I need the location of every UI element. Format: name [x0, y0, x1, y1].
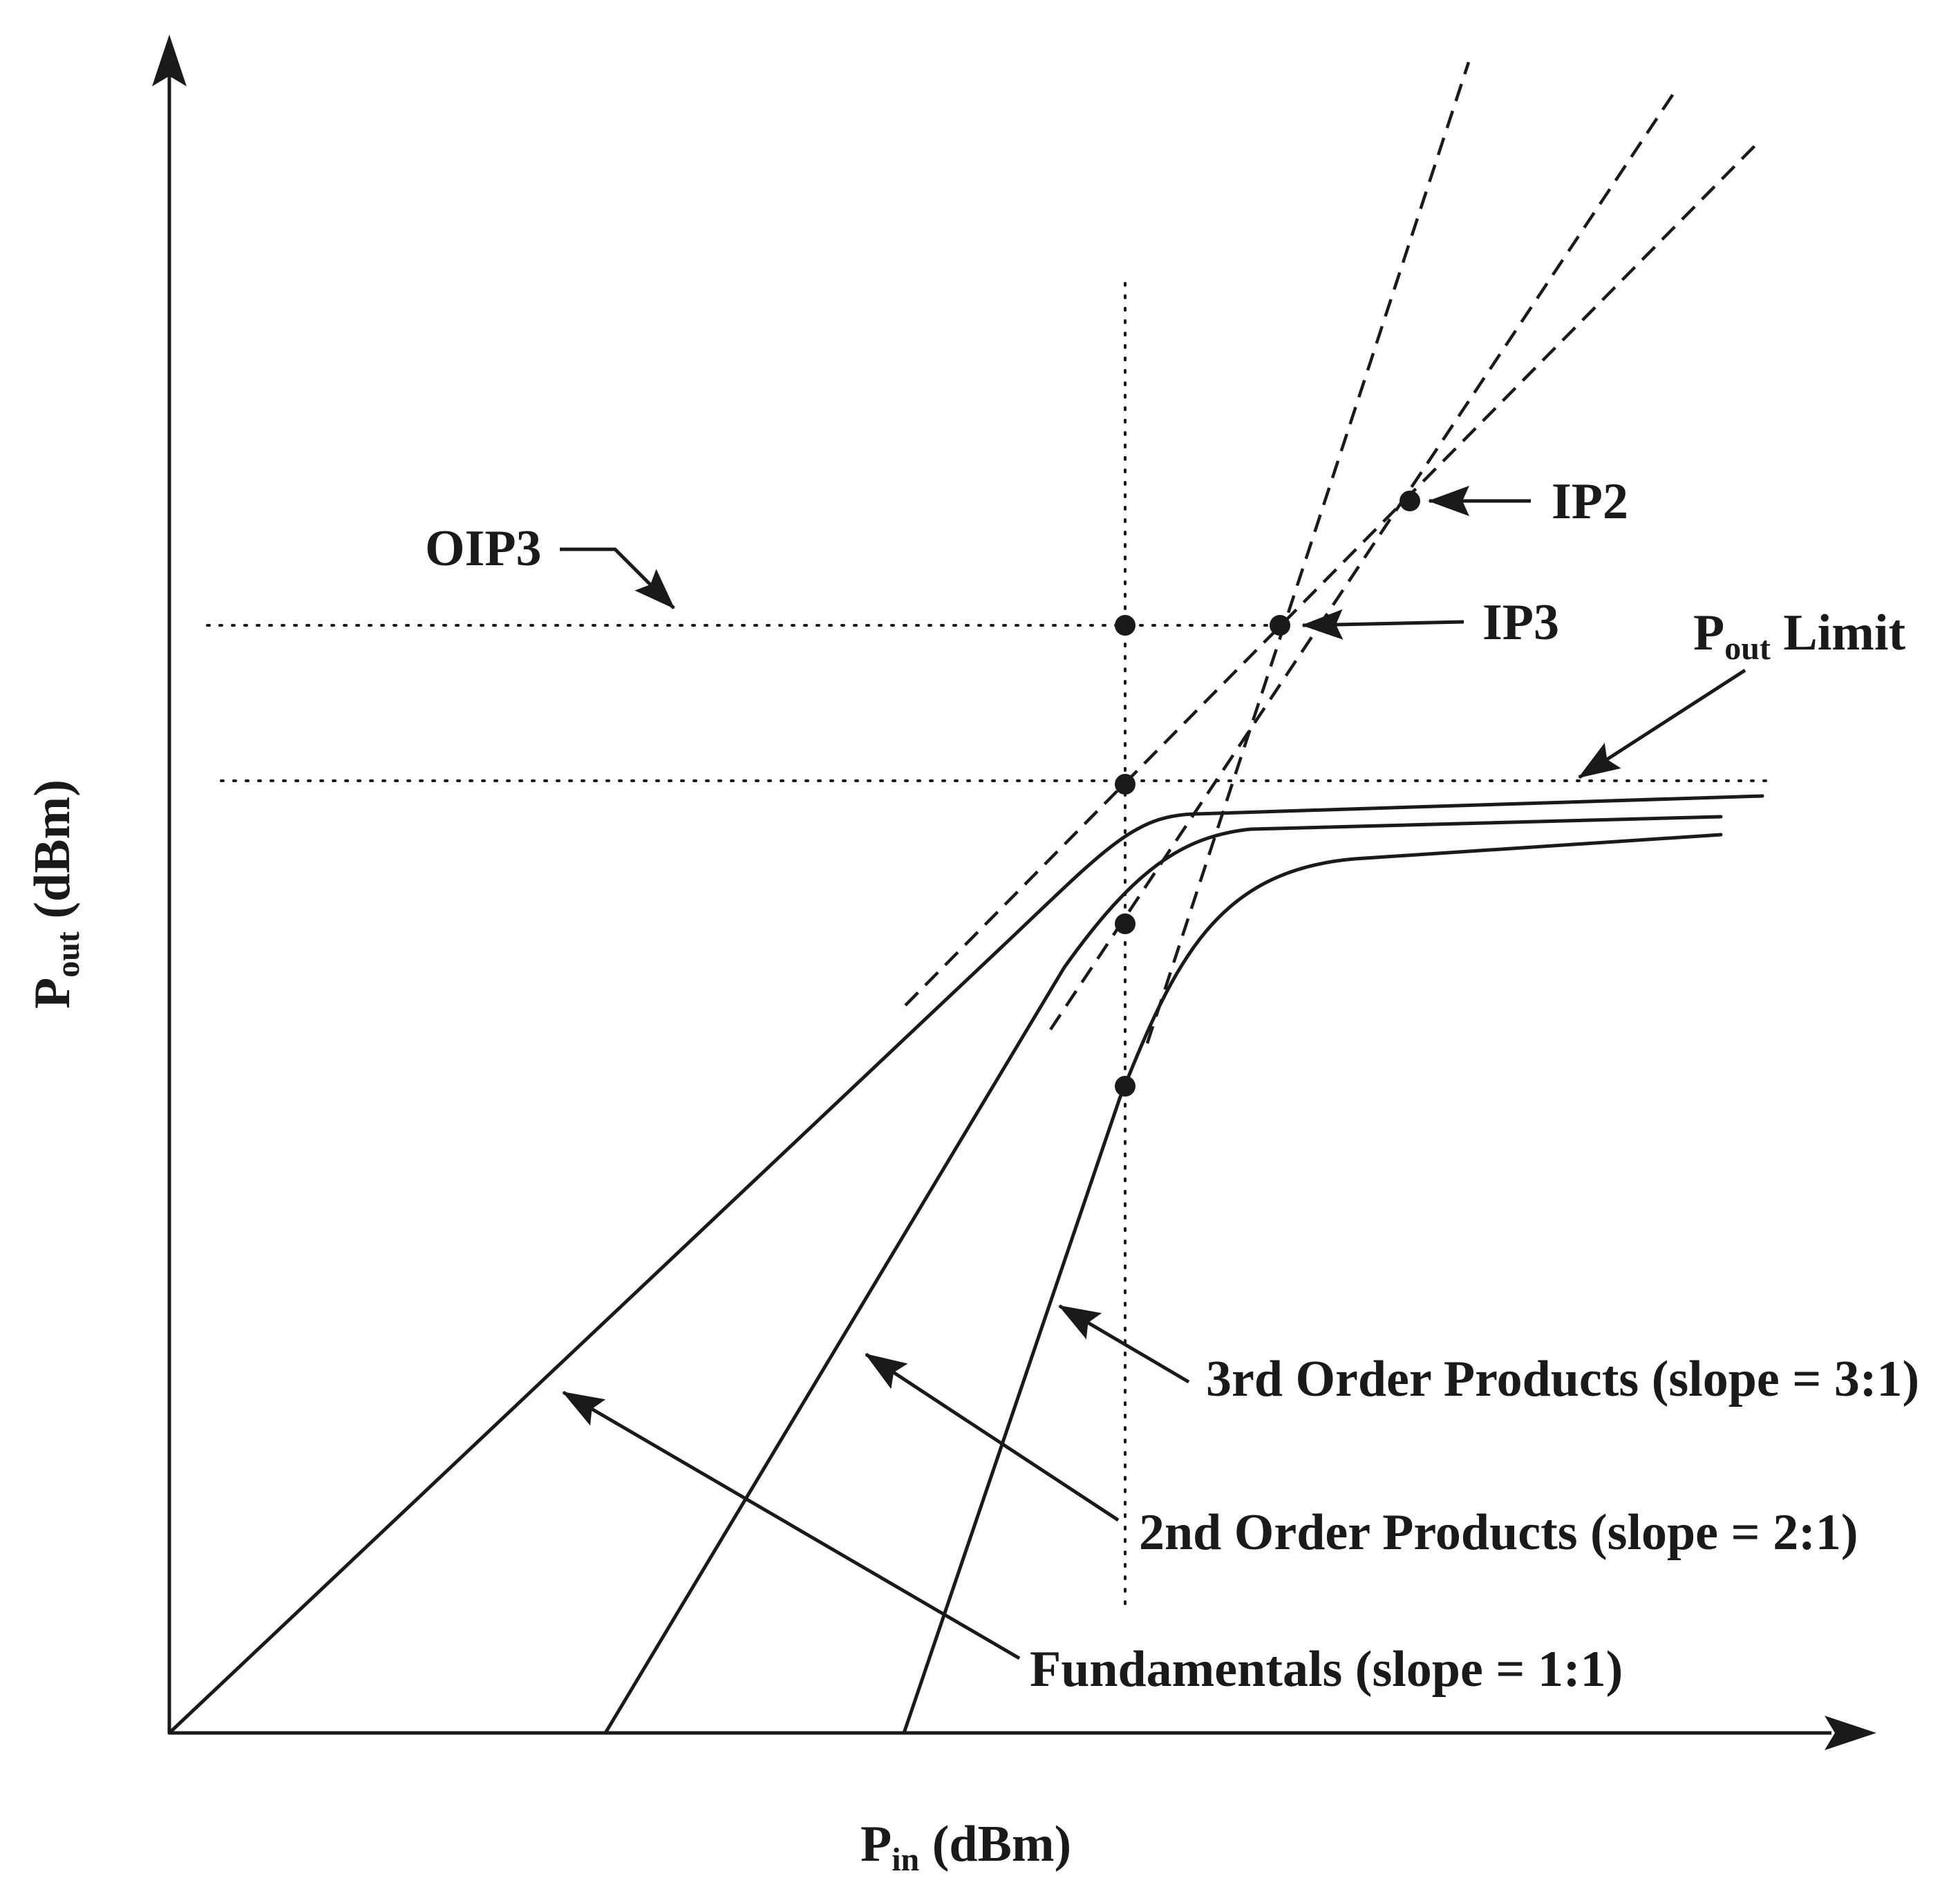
fundamental-curve [167, 794, 1764, 1735]
fundamental-limit-dot [1115, 774, 1136, 795]
oip3-pointer-arrow [560, 547, 675, 609]
second-order-extrapolation [1049, 88, 1677, 1031]
ip2-dot [1400, 491, 1420, 511]
y-axis-label: Pout (dBm) [24, 779, 86, 1009]
marker-dots [1115, 491, 1420, 1097]
labels: IP2 IP3 OIP3 Pout Limit 3rd Order Produc… [24, 473, 1919, 1878]
pout-limit-label-main: P [1693, 605, 1724, 661]
response-curves [167, 794, 1764, 1735]
x-axis-label-rest: (dBm) [919, 1816, 1071, 1873]
fundamental-extrapolation [904, 140, 1760, 1007]
pointer-arrows [560, 486, 1746, 1660]
axes [152, 35, 1876, 1750]
ip3-label: IP3 [1482, 594, 1559, 651]
y-axis-label-sub: out [50, 931, 86, 978]
oip3-label: OIP3 [425, 520, 542, 577]
second-order-curve [603, 815, 1723, 1735]
third-order-curve [902, 833, 1723, 1735]
third-order-dot [1115, 1076, 1136, 1097]
ip3-pointer-arrow [1301, 609, 1464, 640]
ip2-label: IP2 [1552, 473, 1628, 530]
second-order-pointer-arrow [865, 1352, 1120, 1522]
oip3-marker-dot [1115, 615, 1136, 636]
pout-limit-label-sub: out [1724, 630, 1771, 667]
ip3-dot [1270, 615, 1290, 636]
x-axis-arrowhead [1825, 1716, 1876, 1750]
x-axis-label: Pin (dBm) [860, 1816, 1071, 1878]
y-axis-label-rest: (dBm) [24, 779, 81, 931]
x-axis-label-main: P [860, 1816, 892, 1873]
y-axis-arrowhead [152, 35, 187, 86]
fundamentals-label: Fundamentals (slope = 1:1) [1030, 1641, 1623, 1698]
x-axis-label-sub: in [892, 1841, 919, 1878]
pout-limit-pointer-arrow [1578, 668, 1746, 779]
second-order-label: 2nd Order Products (slope = 2:1) [1139, 1504, 1858, 1561]
y-axis-label-main: P [24, 978, 81, 1009]
pout-limit-label: Pout Limit [1693, 605, 1906, 667]
third-order-pointer-arrow [1058, 1304, 1190, 1384]
fundamentals-pointer-arrow [562, 1390, 1021, 1660]
second-order-dot [1115, 913, 1136, 934]
third-order-label: 3rd Order Products (slope = 3:1) [1206, 1351, 1919, 1407]
third-order-extrapolation [1145, 61, 1471, 1044]
extrapolation-lines [904, 61, 1760, 1044]
reference-lines [206, 282, 1767, 1611]
pout-limit-label-rest: Limit [1771, 605, 1906, 661]
